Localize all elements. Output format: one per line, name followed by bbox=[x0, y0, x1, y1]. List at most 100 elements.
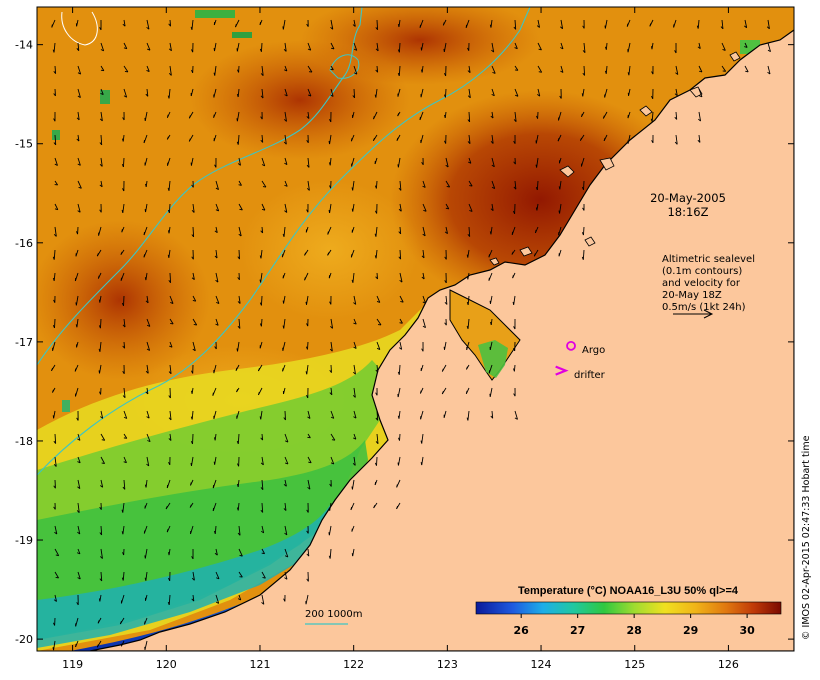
velocity-arrow bbox=[77, 180, 82, 189]
velocity-arrow-head bbox=[442, 22, 445, 26]
velocity-arrow-head bbox=[674, 116, 678, 120]
velocity-arrow-head bbox=[352, 463, 356, 466]
velocity-arrow-head bbox=[51, 367, 54, 371]
velocity-arrow bbox=[767, 65, 771, 75]
velocity-arrow bbox=[698, 65, 703, 73]
velocity-arrow bbox=[307, 88, 312, 97]
velocity-arrow-head bbox=[99, 506, 102, 510]
velocity-arrow bbox=[559, 180, 562, 190]
velocity-arrow-head bbox=[285, 440, 289, 443]
velocity-arrow bbox=[628, 65, 631, 76]
velocity-arrow-head bbox=[491, 186, 495, 189]
velocity-arrow bbox=[513, 295, 516, 305]
velocity-arrow bbox=[146, 65, 150, 72]
velocity-arrow-head bbox=[262, 577, 266, 579]
velocity-arrow bbox=[397, 387, 401, 398]
velocity-arrow-head bbox=[284, 462, 289, 465]
velocity-arrow bbox=[260, 410, 263, 420]
velocity-arrow bbox=[99, 364, 102, 374]
velocity-arrow bbox=[77, 502, 80, 513]
velocity-arrow bbox=[54, 525, 58, 535]
velocity-arrow-head bbox=[306, 553, 310, 557]
velocity-arrow-head bbox=[398, 256, 401, 260]
longitude-label: 121 bbox=[249, 658, 270, 671]
velocity-arrow bbox=[54, 594, 57, 602]
longitude-label: 124 bbox=[531, 658, 552, 671]
velocity-arrow-head bbox=[330, 325, 333, 329]
velocity-arrow bbox=[353, 410, 357, 419]
velocity-arrow-head bbox=[76, 231, 78, 235]
velocity-arrow-head bbox=[307, 416, 311, 419]
colorbar-tick-label: 26 bbox=[514, 624, 530, 637]
velocity-arrow-head bbox=[420, 69, 423, 73]
velocity-arrow-head bbox=[168, 577, 171, 582]
velocity-arrow bbox=[675, 65, 679, 75]
velocity-arrow bbox=[191, 456, 194, 467]
axis-ticks bbox=[37, 7, 794, 651]
velocity-arrow bbox=[284, 111, 287, 122]
velocity-arrow-head bbox=[259, 48, 262, 52]
velocity-arrow bbox=[376, 410, 379, 421]
velocity-arrow-head bbox=[145, 391, 149, 395]
velocity-arrow bbox=[398, 65, 401, 76]
velocity-arrow-head bbox=[421, 348, 424, 352]
velocity-arrow-head bbox=[97, 275, 100, 279]
velocity-arrow-head bbox=[216, 577, 220, 580]
velocity-arrow-head bbox=[120, 643, 123, 647]
velocity-arrow-head bbox=[397, 23, 400, 28]
velocity-arrow bbox=[77, 157, 81, 166]
velocity-arrow bbox=[744, 19, 748, 28]
velocity-arrow bbox=[238, 226, 242, 237]
velocity-arrow-head bbox=[513, 326, 516, 330]
velocity-arrow bbox=[675, 134, 678, 145]
velocity-arrow bbox=[605, 65, 608, 74]
velocity-arrow-head bbox=[306, 140, 309, 144]
velocity-arrow-head bbox=[351, 208, 354, 212]
velocity-arrow-head bbox=[284, 119, 287, 122]
velocity-arrow-head bbox=[122, 188, 125, 192]
velocity-arrow-head bbox=[76, 117, 80, 121]
bathymetry-1000m-contour bbox=[37, 7, 363, 366]
velocity-arrow-head bbox=[147, 440, 151, 443]
velocity-arrow-head bbox=[328, 209, 331, 214]
velocity-arrow bbox=[491, 65, 496, 74]
velocity-arrow-head bbox=[330, 416, 334, 419]
velocity-arrow bbox=[169, 364, 172, 374]
velocity-arrow-head bbox=[329, 301, 332, 305]
velocity-arrow bbox=[284, 180, 288, 187]
velocity-arrow bbox=[353, 364, 356, 375]
velocity-arrow-head bbox=[52, 49, 55, 53]
velocity-arrow bbox=[77, 548, 81, 555]
velocity-arrow-head bbox=[306, 187, 310, 191]
velocity-arrow-head bbox=[168, 48, 172, 52]
velocity-arrow-head bbox=[75, 324, 78, 328]
velocity-arrow bbox=[261, 525, 265, 534]
velocity-arrow bbox=[54, 203, 59, 210]
velocity-arrow bbox=[260, 249, 263, 259]
velocity-arrow-head bbox=[558, 186, 561, 190]
velocity-arrow-head bbox=[397, 72, 400, 77]
velocity-arrow bbox=[422, 226, 426, 236]
velocity-arrow bbox=[169, 42, 172, 51]
velocity-arrow-head bbox=[77, 461, 81, 464]
velocity-arrow-head bbox=[353, 72, 358, 75]
velocity-arrow-head bbox=[307, 94, 312, 97]
velocity-arrow-head bbox=[51, 24, 53, 28]
velocity-arrow bbox=[261, 594, 265, 605]
velocity-arrow bbox=[284, 65, 288, 72]
velocity-arrow-head bbox=[261, 602, 265, 605]
velocity-arrow bbox=[467, 410, 470, 421]
velocity-arrow-head bbox=[467, 141, 471, 144]
velocity-arrow-head bbox=[329, 369, 332, 373]
velocity-arrow bbox=[514, 410, 518, 420]
velocity-arrow-head bbox=[235, 367, 238, 371]
velocity-arrow bbox=[76, 318, 79, 328]
velocity-arrow-head bbox=[261, 552, 265, 555]
velocity-arrow-head bbox=[146, 348, 150, 351]
velocity-arrow-head bbox=[167, 187, 170, 191]
velocity-arrow-head bbox=[191, 69, 194, 74]
colorbar-tick-label: 27 bbox=[570, 624, 585, 637]
longitude-label: 120 bbox=[156, 658, 177, 671]
velocity-arrow-head bbox=[513, 140, 516, 144]
velocity-arrow bbox=[398, 410, 401, 419]
